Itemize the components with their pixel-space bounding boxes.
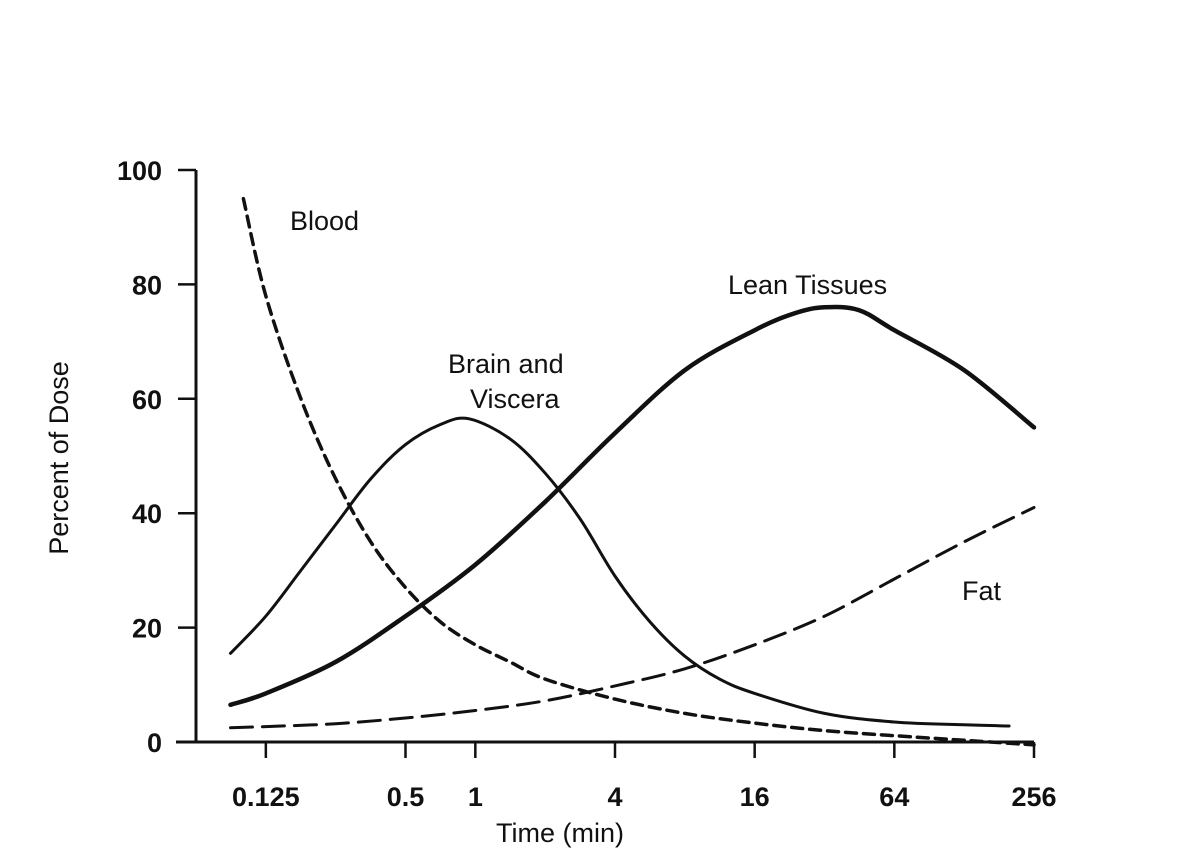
series-label-brain-and-viscera-line1: Brain and [448,349,564,379]
y-tick-label-0: 0 [147,728,162,758]
y-tick-label-80: 80 [132,270,162,300]
y-tick-label-60: 60 [132,385,162,415]
y-ticks: 0 20 40 60 80 100 [117,156,196,758]
series-line-lean-tissues [228,304,1037,708]
x-tick-label-0-125: 0.125 [232,782,300,812]
axes [176,170,1034,744]
series-label-fat: Fat [962,576,1002,606]
series-line-brain-and-viscera [229,416,1011,728]
series-lines [228,196,1037,747]
x-tick-label-4: 4 [607,782,622,812]
series-labels: Blood Brain and Viscera Lean Tissues Fat [290,206,1002,606]
y-tick-label-40: 40 [132,499,162,529]
y-tick-label-20: 20 [132,614,162,644]
y-axis-title: Percent of Dose [44,361,74,555]
x-tick-label-256: 256 [1011,782,1056,812]
series-line-fat [229,506,1036,730]
series-label-brain-and-viscera-line2: Viscera [470,384,561,414]
x-tick-label-0-5: 0.5 [387,782,425,812]
x-ticks: 0.125 0.5 1 4 16 64 256 [232,742,1057,812]
series-label-blood: Blood [290,206,359,236]
x-axis-title: Time (min) [496,818,624,848]
y-tick-label-100: 100 [117,156,162,186]
x-tick-label-1: 1 [468,782,483,812]
x-tick-label-16: 16 [740,782,770,812]
series-label-lean-tissues: Lean Tissues [728,270,887,300]
x-tick-label-64: 64 [879,782,909,812]
series-line-blood [241,196,1036,747]
